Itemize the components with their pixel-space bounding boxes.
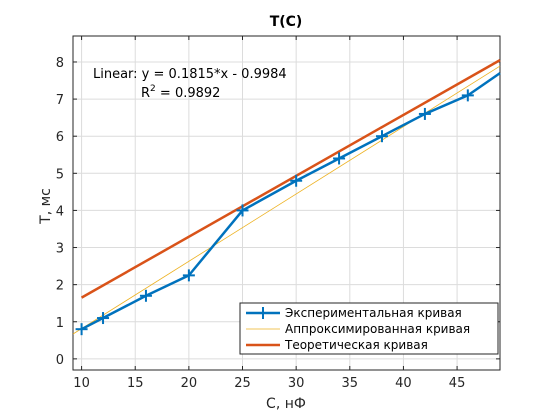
- y-tick-label: 5: [56, 167, 64, 182]
- r2-exponent: 2: [150, 84, 156, 94]
- r2-suffix: = 0.9892: [156, 86, 221, 101]
- r2-prefix: R: [141, 86, 150, 101]
- legend-label-2: Теоретическая кривая: [284, 338, 428, 352]
- fit-annotation: Linear: y = 0.1815*x - 0.9984 R2 = 0.989…: [93, 67, 287, 101]
- chart-title: T(C): [270, 14, 303, 30]
- fit-equation: Linear: y = 0.1815*x - 0.9984: [93, 67, 287, 82]
- plot-frame: [72, 35, 501, 371]
- x-tick-label: 35: [342, 376, 359, 391]
- data-point: [333, 152, 346, 165]
- series-line-1: [72, 65, 501, 335]
- x-axis-label: С, нФ: [266, 396, 306, 412]
- legend-label-0: Экспериментальная кривая: [285, 306, 462, 320]
- data-point: [182, 269, 195, 282]
- data-point: [461, 89, 474, 102]
- y-tick-label: 3: [56, 242, 64, 257]
- x-tick-label: 20: [181, 376, 198, 391]
- y-tick-label: 6: [56, 130, 64, 145]
- x-tick-label: 40: [395, 376, 412, 391]
- y-tick-label: 8: [56, 56, 64, 71]
- y-axis-label: T, мс: [38, 188, 54, 225]
- x-tick-label: 15: [127, 376, 144, 391]
- y-tick-label: 2: [56, 279, 64, 294]
- series-line-2: [80, 59, 501, 299]
- grid: [73, 36, 500, 370]
- data-point: [139, 289, 152, 302]
- series-line-0: [81, 72, 501, 331]
- data-point: [75, 323, 88, 336]
- fit-r-squared: R2 = 0.9892: [141, 84, 220, 101]
- data-point: [236, 204, 249, 217]
- y-tick-label: 7: [56, 93, 64, 108]
- data-point: [290, 174, 303, 187]
- x-tick-label: 10: [73, 376, 90, 391]
- data-point: [375, 130, 388, 143]
- y-tick-label: 1: [56, 316, 64, 331]
- x-tick-label: 45: [449, 376, 466, 391]
- y-tick-label: 4: [56, 204, 64, 219]
- x-tick-label: 30: [288, 376, 305, 391]
- x-tick-label: 25: [234, 376, 251, 391]
- legend-box: [239, 302, 499, 355]
- data-point: [418, 107, 431, 120]
- legend: Экспериментальная кривая Аппроксимированн…: [239, 302, 499, 355]
- data-point: [97, 312, 110, 325]
- legend-label-1: Аппроксимированная кривая: [285, 322, 470, 336]
- y-tick-label: 0: [56, 353, 64, 368]
- series-group: [72, 59, 501, 336]
